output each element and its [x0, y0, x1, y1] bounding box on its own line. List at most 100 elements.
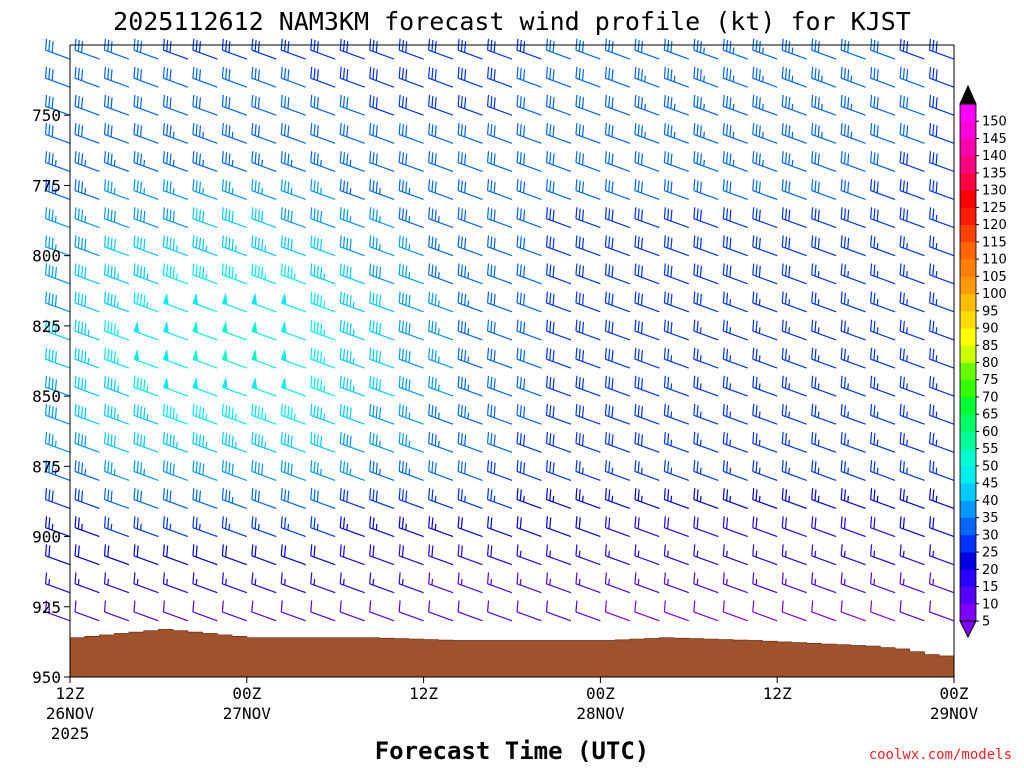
barb-full [139, 69, 143, 81]
wind-barb [516, 38, 542, 60]
barb-staff [192, 133, 218, 144]
barb-full [221, 403, 224, 416]
barb-full [287, 125, 290, 137]
barb-full [552, 41, 555, 53]
barb-staff [398, 499, 424, 510]
barb-full [811, 94, 814, 107]
barb-full [755, 377, 758, 389]
barb-staff [605, 611, 631, 622]
barb-staff [487, 499, 513, 510]
barb-staff [516, 358, 542, 369]
barb-full [107, 124, 110, 136]
barb-full [74, 460, 77, 472]
barb-staff [634, 583, 660, 594]
barb-full [873, 320, 876, 333]
wind-barb [722, 235, 748, 257]
barb-full [464, 41, 467, 53]
barb-full [310, 66, 313, 79]
barb-full [663, 460, 666, 472]
barb-staff [192, 218, 218, 229]
wind-barb [44, 347, 71, 369]
barb-full [172, 463, 175, 476]
barb-full [339, 375, 342, 388]
barb-half [431, 578, 434, 586]
barb-full [608, 208, 611, 220]
barb-full [251, 94, 254, 107]
barb-full [932, 517, 935, 529]
barb-full [369, 347, 372, 360]
wind-barb [752, 403, 778, 425]
barb-full [103, 460, 107, 472]
barb-staff [723, 302, 748, 313]
wind-barb [781, 431, 807, 453]
barb-full [870, 431, 873, 444]
barb-full [545, 600, 549, 612]
barb-full [870, 375, 873, 388]
barb-staff [457, 555, 483, 566]
barb-staff [811, 330, 837, 341]
barb-full [405, 153, 408, 165]
barb-staff [840, 77, 866, 88]
barb-half [261, 159, 263, 167]
wind-barb [280, 66, 306, 88]
barb-full [221, 572, 224, 584]
barb-full [428, 600, 431, 612]
barb-staff [398, 190, 424, 201]
barb-full [143, 210, 146, 223]
barb-full [280, 207, 283, 219]
barb-full [139, 293, 143, 306]
barb-half [876, 242, 879, 250]
barb-staff [45, 302, 71, 313]
barb-full [408, 295, 411, 307]
barb-full [784, 39, 788, 52]
barb-staff [575, 330, 601, 341]
barb-full [74, 123, 77, 135]
barb-full [870, 151, 873, 163]
barb-staff [369, 190, 395, 201]
barb-full [781, 38, 784, 51]
barb-full [51, 125, 54, 137]
barb-full [431, 96, 434, 108]
barb-full [313, 377, 316, 389]
wind-barb [103, 572, 130, 594]
barb-staff [575, 470, 601, 481]
barb-full [346, 69, 349, 81]
barb-staff [929, 302, 955, 313]
barb-staff [752, 105, 778, 116]
barb-full [254, 545, 257, 557]
barb-full [316, 350, 319, 362]
barb-half [847, 439, 849, 446]
barb-full [110, 125, 113, 137]
wind-barb [486, 319, 513, 341]
barb-half [54, 216, 57, 223]
barb-full [902, 517, 905, 529]
barb-full [545, 38, 549, 51]
wind-barb [280, 572, 306, 594]
wind-barb [428, 179, 454, 201]
barb-full [77, 68, 80, 80]
barb-full [693, 235, 696, 247]
wind-barb [693, 600, 719, 622]
barb-full [752, 431, 755, 444]
barb-full [225, 180, 228, 192]
barb-staff [575, 442, 601, 453]
wind-barb [457, 516, 483, 538]
barb-half [437, 244, 440, 251]
wind-barb [428, 151, 454, 172]
barb-staff [428, 358, 454, 369]
barb-full [490, 292, 493, 305]
barb-full [847, 181, 850, 194]
barb-half [378, 468, 381, 476]
barb-half [408, 468, 411, 476]
wind-barb [604, 38, 631, 60]
barb-full [107, 180, 110, 192]
barb-staff [575, 274, 601, 285]
barb-staff [752, 218, 778, 229]
barb-full [870, 94, 873, 107]
barb-staff [428, 133, 454, 144]
barb-half [205, 245, 208, 252]
barb-staff [281, 555, 306, 566]
barb-full [696, 377, 699, 389]
barb-full [48, 180, 51, 192]
wind-barb [457, 347, 483, 369]
